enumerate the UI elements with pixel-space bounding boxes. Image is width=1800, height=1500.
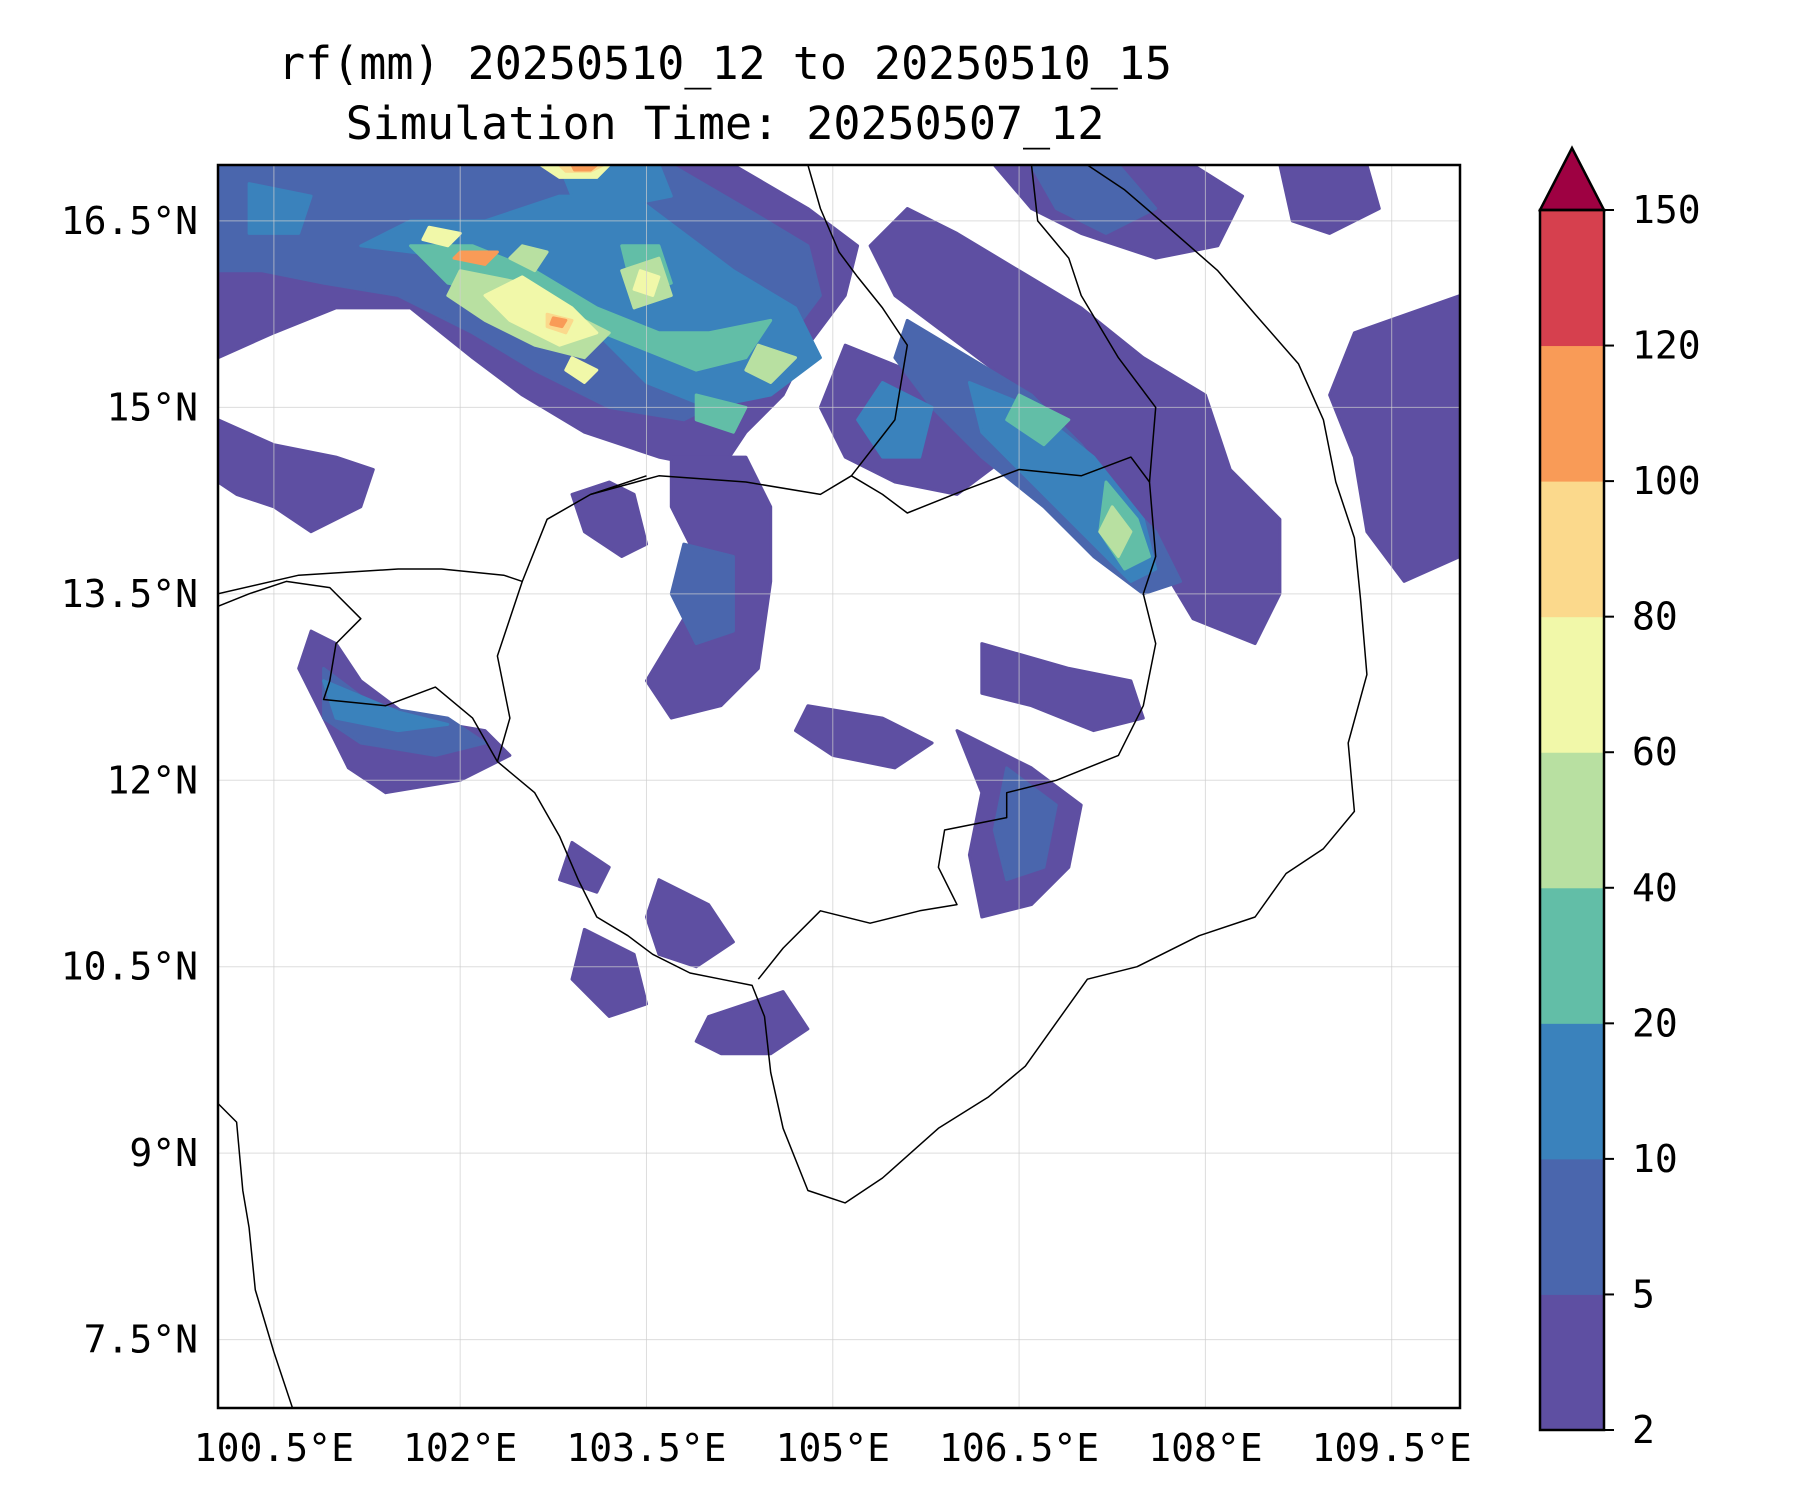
colorbar-segment [1540,210,1604,347]
lon-tick-label: 105°E [776,1426,890,1470]
country-border [807,165,909,477]
colorbar-label: 120 [1632,324,1701,368]
colorbar-label: 60 [1632,730,1678,774]
rain-area-level-1 [1328,294,1460,583]
plot-frame [216,163,1462,1410]
rain-area-level-6 [421,225,462,248]
rain-area-level-1 [570,480,648,558]
country-border [1030,165,1157,483]
coastlines-borders [218,165,1368,1408]
colorbar-segment [1540,481,1604,618]
colorbar-segment [1540,1023,1604,1160]
map-title-line1: rf(mm) 20250510_12 to 20250510_15 [277,37,1173,90]
colorbar-segment [1540,887,1604,1024]
lon-tick-label: 100.5°E [194,1426,354,1470]
country-border [218,456,1157,980]
colorbar-segment [1540,1158,1604,1295]
gridlines [218,165,1460,1408]
colorbar-label: 40 [1632,866,1678,910]
colorbar-frame [1538,208,1606,1432]
rain-area-level-1 [558,840,611,894]
rain-area-level-1 [794,704,934,770]
colorbar-segment [1540,345,1604,482]
map-title-line2: Simulation Time: 20250507_12 [345,97,1105,150]
rain-area-level-5 [508,244,549,273]
coastline [218,1102,294,1408]
lat-tick-label: 7.5°N [84,1318,198,1362]
rain-area-level-1 [570,927,648,1018]
lon-tick-label: 103.5°E [566,1426,726,1470]
country-border [496,581,524,762]
lon-tick-label: 102°E [403,1426,517,1470]
colorbar-segment [1540,752,1604,889]
colorbar-extend-arrow [1537,145,1607,212]
axis-ticks: 100.5°E 102°E 103.5°E 105°E 106.5°E 108°E 109.… [61,199,1472,1470]
rainfall-contours [218,165,1460,1056]
lat-tick-label: 15°N [106,385,198,429]
lat-tick-label: 9°N [129,1131,198,1175]
rain-area-level-6 [564,356,599,384]
rain-area-level-1 [297,629,512,795]
lon-tick-label: 106.5°E [939,1426,1099,1470]
lat-tick-label: 16.5°N [61,199,198,243]
rain-area-level-3 [322,679,450,733]
rain-area-level-5 [1098,505,1133,558]
rain-area-level-4 [694,393,748,434]
country-border [590,475,647,496]
colorbar-segment [1540,616,1604,753]
colorbar-label: 100 [1632,459,1701,503]
rain-area-level-5 [744,343,797,384]
lat-tick-label: 13.5°N [61,572,198,616]
colorbar-label: 5 [1632,1272,1655,1316]
lat-tick-label: 12°N [106,758,198,802]
colorbar-label: 80 [1632,595,1678,639]
colorbar-label: 150 [1632,188,1701,232]
colorbar-label: 2 [1632,1408,1655,1452]
colorbar-label: 10 [1632,1137,1678,1181]
rain-area-level-1 [980,642,1145,733]
lon-tick-label: 109.5°E [1312,1426,1472,1470]
rain-area-level-1 [218,418,375,534]
lon-tick-label: 108°E [1148,1426,1262,1470]
rain-area-level-1 [1278,165,1381,235]
coastline [218,165,1368,1204]
lat-tick-label: 10.5°N [61,945,198,989]
colorbar-label: 20 [1632,1001,1678,1045]
rain-area-level-8 [452,250,499,266]
rain-area-level-8 [549,316,568,329]
rain-area-level-1 [694,990,810,1056]
rain-area-level-1 [645,878,735,969]
colorbar-segment [1540,1294,1604,1431]
colorbar: 2 5 10 20 40 60 80 100 120 150 [1537,145,1701,1452]
